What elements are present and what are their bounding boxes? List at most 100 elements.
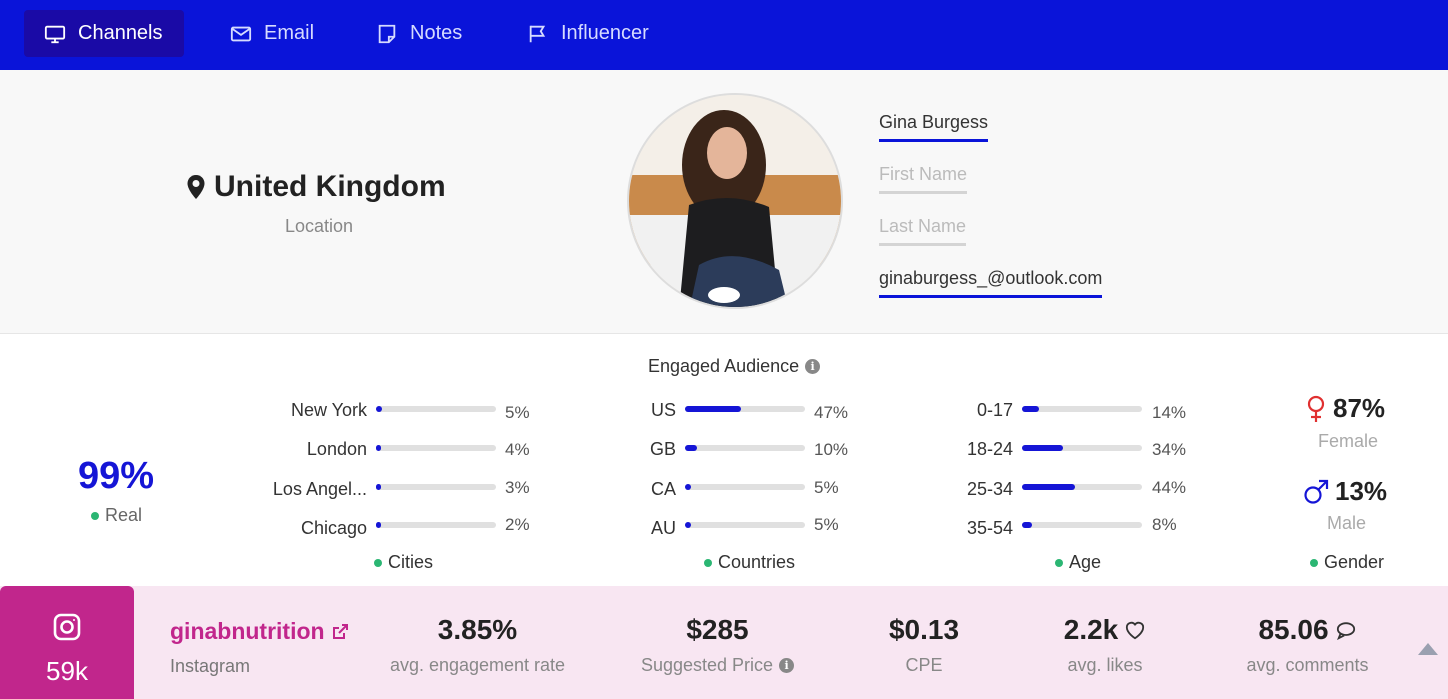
city-bar — [376, 406, 496, 412]
top-nav: Channels Email Notes Influencer — [0, 0, 1448, 70]
platform-label: Instagram — [170, 656, 251, 676]
city-value: 4% — [505, 440, 530, 459]
engaged-audience-title: Engaged Audience i — [648, 356, 821, 377]
age-bar-fill — [1022, 445, 1063, 451]
location-label: Location — [285, 216, 354, 236]
age-bar — [1022, 406, 1142, 412]
city-value: 2% — [505, 515, 530, 534]
age-label: 35-54 — [966, 518, 1013, 538]
green-dot-icon — [374, 558, 382, 567]
city-bar-fill — [376, 484, 381, 490]
instagram-summary: 59k — [0, 586, 1448, 699]
country-bar — [685, 522, 805, 528]
city-value: 5% — [505, 403, 530, 422]
tab-email[interactable]: Email — [210, 10, 334, 57]
real-percentage: 99% — [78, 455, 155, 497]
age-bar — [1022, 445, 1142, 451]
age-label: 0-17 — [976, 400, 1013, 420]
real-label-text: Real — [105, 505, 143, 525]
tab-influencer-label: Influencer — [561, 22, 649, 44]
male-label: Male — [1327, 513, 1367, 533]
age-label: 25-34 — [966, 479, 1013, 499]
green-dot-icon — [91, 511, 99, 520]
city-label: New York — [290, 400, 367, 420]
first-name-field[interactable]: First Name — [879, 164, 968, 194]
external-link-icon — [332, 623, 348, 639]
engagement-rate-label: avg. engagement rate — [389, 655, 566, 675]
age-label: 18-24 — [966, 439, 1013, 459]
country-bar-fill — [685, 484, 691, 490]
profile-section: United Kingdom Location Gina Burgess Fir… — [0, 70, 1448, 334]
city-bar-fill — [376, 445, 381, 451]
country-label: GB — [649, 439, 676, 459]
instagram-handle-link[interactable]: ginabnutrition — [170, 618, 349, 645]
tab-channels[interactable]: Channels — [24, 10, 184, 57]
age-value: 44% — [1152, 478, 1187, 497]
real-label: Real — [91, 505, 142, 526]
avg-likes-label: avg. likes — [1067, 655, 1143, 675]
tab-notes-label: Notes — [410, 22, 463, 44]
female-value: 87% — [1333, 393, 1386, 423]
suggested-price-label: Suggested Price i — [630, 655, 805, 676]
city-bar — [376, 522, 496, 528]
country-label: AU — [650, 518, 676, 538]
monitor-icon — [44, 25, 66, 43]
avg-likes-stat: 2.2k — [1035, 614, 1175, 646]
country-bar — [685, 406, 805, 412]
instagram-badge[interactable]: 59k — [0, 586, 134, 699]
country-label: CA — [650, 479, 676, 499]
display-name-field[interactable]: Gina Burgess — [879, 112, 989, 142]
country-value: 10% — [814, 440, 849, 459]
avg-likes-value: 2.2k — [1063, 614, 1119, 645]
follower-count: 59k — [46, 656, 88, 686]
envelope-icon — [230, 26, 252, 41]
tab-channels-label: Channels — [78, 22, 163, 44]
age-value: 8% — [1152, 515, 1177, 534]
age-value: 14% — [1152, 403, 1187, 422]
city-bar-fill — [376, 406, 382, 412]
female-stat: 87% — [1305, 393, 1385, 424]
city-label: Los Angel... — [272, 479, 367, 499]
gender-label-text: Gender — [1324, 552, 1385, 572]
heart-icon — [1126, 621, 1145, 640]
city-bar — [376, 484, 496, 490]
age-bar — [1022, 522, 1142, 528]
tab-notes[interactable]: Notes — [356, 10, 482, 57]
city-bar-fill — [376, 522, 381, 528]
engagement-rate-value: 3.85% — [437, 614, 518, 645]
country-bar-fill — [685, 445, 697, 451]
country-bar-fill — [685, 406, 741, 412]
age-label-text: Age — [1069, 552, 1102, 572]
info-icon[interactable]: i — [779, 658, 795, 673]
email-field[interactable]: ginaburgess_@outlook.com — [879, 268, 1103, 298]
location-value: United Kingdom — [214, 170, 446, 203]
countries-label: Countries — [704, 552, 795, 573]
scroll-up-icon[interactable] — [1418, 643, 1438, 655]
city-value: 3% — [505, 478, 530, 497]
green-dot-icon — [1055, 558, 1063, 567]
male-symbol-icon — [1304, 479, 1329, 504]
cities-label-text: Cities — [388, 552, 434, 572]
country-bar-fill — [685, 522, 691, 528]
last-name-field[interactable]: Last Name — [879, 216, 967, 246]
age-bar-fill — [1022, 522, 1032, 528]
country-value: 5% — [814, 478, 839, 497]
age-bar-fill — [1022, 484, 1075, 490]
info-icon[interactable]: i — [805, 359, 821, 374]
age-bar — [1022, 484, 1142, 490]
profile-photo — [629, 95, 841, 307]
avatar — [627, 93, 843, 309]
country-value: 47% — [814, 403, 849, 422]
green-dot-icon — [1310, 558, 1318, 567]
female-label: Female — [1318, 431, 1379, 451]
country-value: 5% — [814, 515, 839, 534]
flag-icon — [529, 25, 546, 42]
country-bar — [685, 445, 805, 451]
avg-comments-value: 85.06 — [1258, 614, 1329, 645]
city-label: Chicago — [300, 518, 367, 538]
instagram-handle: ginabnutrition — [170, 618, 325, 644]
tab-email-label: Email — [264, 22, 315, 44]
avg-comments-label: avg. comments — [1246, 655, 1369, 675]
tab-influencer[interactable]: Influencer — [507, 10, 669, 57]
age-label-footer: Age — [1055, 552, 1101, 573]
